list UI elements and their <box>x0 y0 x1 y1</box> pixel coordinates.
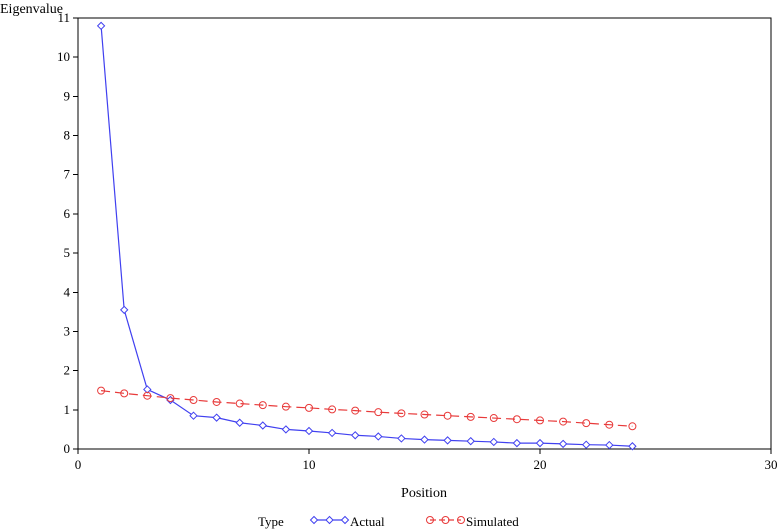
data-point-simulated <box>489 414 498 423</box>
legend-simulated-swatch <box>426 516 465 524</box>
data-point-actual <box>258 421 268 430</box>
y-tick-label: 8 <box>64 128 71 143</box>
data-point-actual <box>605 440 614 450</box>
legend-marker <box>441 516 450 524</box>
data-point-simulated <box>420 410 429 419</box>
data-point-actual <box>189 411 198 420</box>
legend-marker <box>340 515 350 525</box>
data-point-actual <box>512 438 522 448</box>
data-point-simulated <box>212 397 221 406</box>
data-point-simulated <box>397 409 406 418</box>
data-point-simulated <box>582 419 591 428</box>
legend-title: Type <box>258 514 284 529</box>
y-tick-label: 4 <box>64 284 71 299</box>
data-point-actual <box>281 425 291 434</box>
data-point-actual <box>535 438 545 448</box>
plot-frame <box>77 17 772 450</box>
legend: Type Actual Simulated <box>258 514 519 529</box>
data-point-simulated <box>512 415 521 424</box>
data-point-simulated <box>443 411 452 420</box>
y-tick-label: 1 <box>64 402 71 417</box>
series-actual <box>96 21 637 451</box>
legend-marker <box>309 515 319 525</box>
data-point-simulated <box>281 402 290 411</box>
data-point-simulated <box>189 396 198 405</box>
data-point-actual <box>443 436 452 445</box>
data-point-simulated <box>120 389 129 398</box>
legend-label-actual: Actual <box>350 514 385 529</box>
data-point-simulated <box>258 401 267 410</box>
y-tick-label: 2 <box>64 363 71 378</box>
y-tick-label: 10 <box>57 49 70 64</box>
data-point-actual <box>350 431 360 440</box>
y-tick-label: 6 <box>64 206 71 221</box>
data-point-actual <box>235 418 244 427</box>
data-point-simulated <box>235 399 244 408</box>
legend-actual-swatch <box>309 515 350 525</box>
data-point-actual <box>119 305 129 315</box>
data-point-actual <box>374 432 383 441</box>
data-point-actual <box>558 439 568 449</box>
data-point-actual <box>304 426 314 436</box>
data-point-simulated <box>628 422 637 431</box>
series-line-simulated <box>101 390 633 427</box>
plot-area-border <box>77 17 772 450</box>
series-layer <box>96 21 637 451</box>
x-tick-label: 30 <box>765 457 778 472</box>
x-tick-label: 0 <box>75 457 82 472</box>
legend-label-simulated: Simulated <box>466 514 519 529</box>
y-tick-label: 7 <box>64 167 71 182</box>
y-tick-label: 0 <box>64 441 71 456</box>
data-point-simulated <box>305 403 313 412</box>
data-point-simulated <box>374 408 383 417</box>
data-point-simulated <box>466 412 475 421</box>
data-point-simulated <box>143 391 152 400</box>
y-axis-title: Eigenvalue <box>0 2 63 17</box>
data-point-simulated <box>351 406 360 415</box>
legend-marker <box>325 515 334 525</box>
data-point-simulated <box>166 394 175 403</box>
data-point-actual <box>327 428 337 438</box>
data-point-actual <box>143 385 152 394</box>
x-tick-label: 20 <box>534 457 547 472</box>
data-point-actual <box>212 413 221 422</box>
y-tick-label: 3 <box>64 323 71 338</box>
series-simulated <box>97 386 637 431</box>
data-point-actual <box>96 21 106 31</box>
legend-marker <box>426 516 434 524</box>
data-point-simulated <box>328 405 337 414</box>
y-tick-label: 11 <box>57 10 70 25</box>
y-tick-label: 9 <box>64 88 71 103</box>
data-point-actual <box>628 442 637 451</box>
data-point-simulated <box>559 417 568 426</box>
data-point-actual <box>489 437 499 447</box>
data-point-simulated <box>605 420 614 429</box>
data-point-actual <box>466 436 475 446</box>
y-tick-label: 5 <box>64 245 71 260</box>
data-point-simulated <box>97 386 106 395</box>
x-axis-ticks: 0 10 20 30 <box>75 449 778 472</box>
data-point-actual <box>581 440 591 449</box>
x-tick-label: 10 <box>303 457 316 472</box>
data-point-simulated <box>536 416 544 425</box>
series-line-actual <box>100 25 633 447</box>
data-point-actual <box>420 435 429 444</box>
legend-marker <box>457 516 465 524</box>
data-point-actual <box>397 434 406 443</box>
x-axis-title: Position <box>401 486 447 501</box>
y-axis-ticks: 0 1 2 3 4 5 6 7 8 9 10 11 <box>57 10 78 456</box>
